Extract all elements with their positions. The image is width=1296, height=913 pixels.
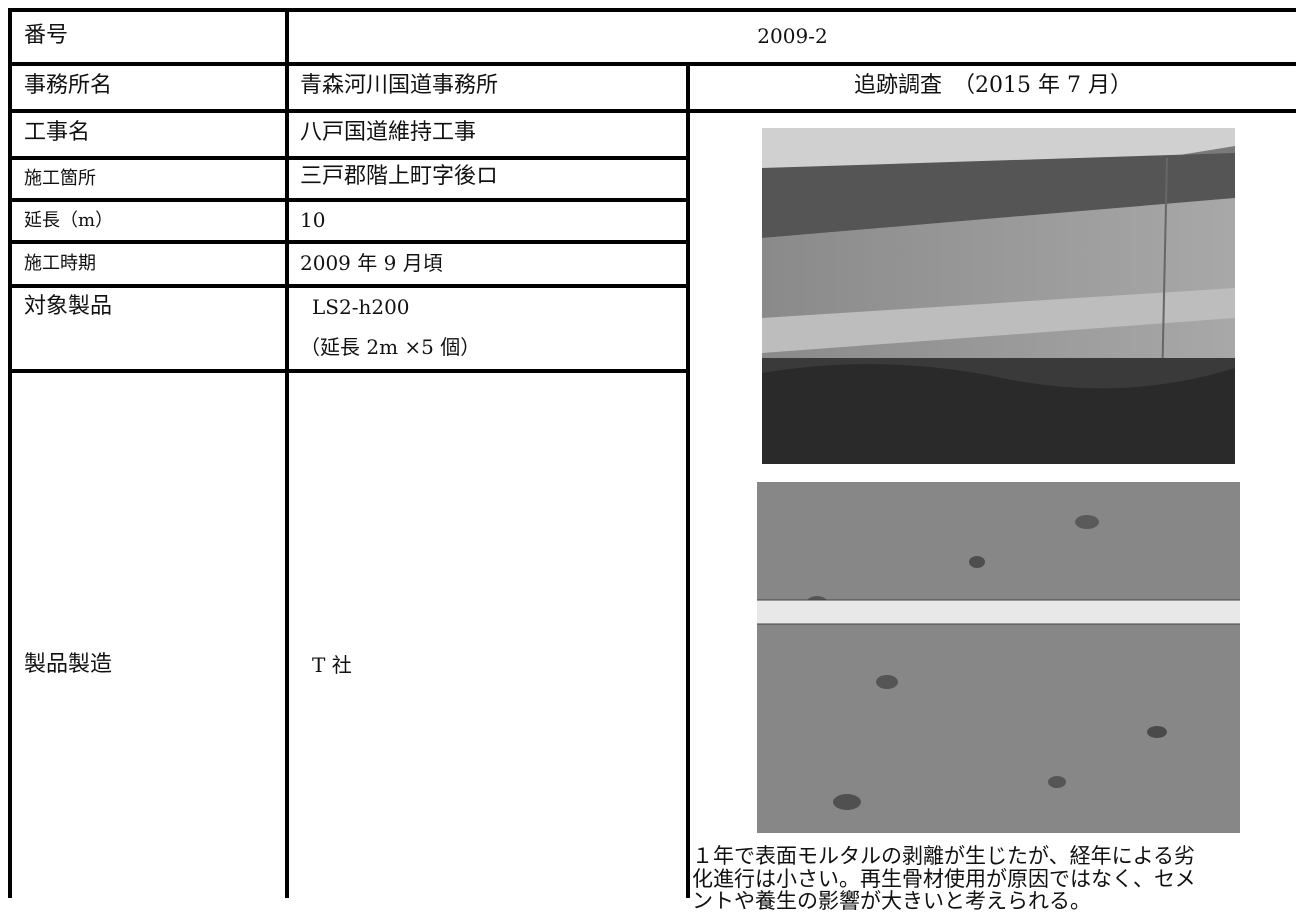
label: 事務所名 xyxy=(24,73,113,98)
label: 工事名 xyxy=(24,120,91,145)
rule xyxy=(8,198,690,202)
value: LS2-h200 xyxy=(312,295,410,319)
label: 施工時期 xyxy=(24,253,96,274)
rule xyxy=(8,62,1296,66)
rule xyxy=(686,62,690,898)
value: T 社 xyxy=(312,653,352,677)
rule xyxy=(8,284,690,288)
label: 番号 xyxy=(24,23,69,48)
label: 施工箇所 xyxy=(24,168,96,189)
value: 10 xyxy=(300,208,326,232)
value: 八戸国道維持工事 xyxy=(300,120,477,145)
rule xyxy=(8,109,1296,113)
rule xyxy=(8,240,690,244)
label: 製品製造 xyxy=(24,652,113,677)
rule xyxy=(8,8,1296,12)
value: 2009-2 xyxy=(757,24,828,48)
photo-curb xyxy=(762,128,1235,464)
caption: １年で表面モルタルの剥離が生じたが、経年による劣 xyxy=(692,844,1195,868)
label: 対象製品 xyxy=(24,294,113,319)
value: 青森河川国道事務所 xyxy=(300,73,499,98)
rule xyxy=(8,8,12,898)
label: 延長（m） xyxy=(24,210,114,231)
rule xyxy=(8,156,690,160)
value: （延長 2m ×5 個） xyxy=(300,335,481,359)
caption: 化進行は小さい。再生骨材使用が原因ではなく、セメ xyxy=(692,867,1196,891)
value: 三戸郡階上町字後ロ xyxy=(300,164,499,189)
value: 2009 年 9 月頃 xyxy=(300,251,443,275)
caption: ントや養生の影響が大きいと考えられる。 xyxy=(692,889,1091,913)
photo-surface xyxy=(757,482,1240,833)
rule xyxy=(285,8,289,898)
survey-title: 追跡調査 （2015 年 7 月） xyxy=(854,73,1132,98)
rule xyxy=(8,369,690,373)
